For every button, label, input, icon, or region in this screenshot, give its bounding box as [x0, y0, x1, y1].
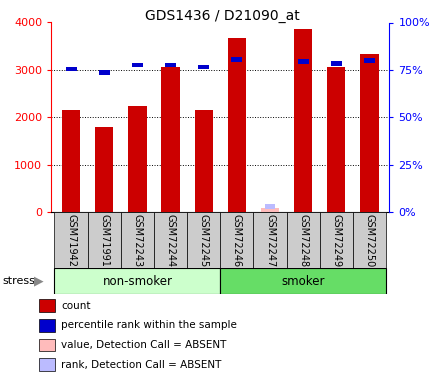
Bar — [128, 106, 146, 212]
Bar — [39, 319, 55, 332]
Bar — [331, 61, 342, 66]
Text: GSM72248: GSM72248 — [298, 214, 308, 267]
Bar — [320, 212, 353, 268]
Bar — [287, 212, 320, 268]
Text: GSM71991: GSM71991 — [99, 214, 109, 267]
Bar — [353, 212, 386, 268]
Bar — [364, 58, 375, 63]
Bar — [54, 268, 220, 294]
Text: GSM72245: GSM72245 — [199, 214, 209, 267]
Bar — [254, 212, 287, 268]
Text: GSM72247: GSM72247 — [265, 214, 275, 267]
Bar — [65, 66, 77, 71]
Bar — [121, 212, 154, 268]
Text: ▶: ▶ — [34, 275, 44, 288]
Bar — [165, 63, 176, 68]
Text: non-smoker: non-smoker — [102, 275, 172, 288]
Text: GSM72249: GSM72249 — [332, 214, 341, 267]
Text: GSM72250: GSM72250 — [364, 214, 375, 267]
Text: count: count — [61, 301, 91, 311]
Text: smoker: smoker — [281, 275, 325, 288]
Bar — [264, 204, 275, 209]
Bar — [39, 299, 55, 312]
Text: GDS1436 / D21090_at: GDS1436 / D21090_at — [145, 9, 300, 23]
Text: stress: stress — [2, 276, 35, 286]
Bar — [298, 59, 309, 64]
Text: rank, Detection Call = ABSENT: rank, Detection Call = ABSENT — [61, 360, 222, 370]
Bar — [88, 212, 121, 268]
Text: GSM72244: GSM72244 — [166, 214, 175, 267]
Bar — [228, 38, 246, 212]
Text: value, Detection Call = ABSENT: value, Detection Call = ABSENT — [61, 340, 227, 350]
Bar — [187, 212, 220, 268]
Bar — [294, 29, 312, 212]
Bar — [162, 67, 180, 212]
Bar — [99, 70, 110, 75]
Bar — [198, 64, 209, 69]
Bar — [261, 208, 279, 212]
Bar — [54, 212, 88, 268]
Bar — [39, 339, 55, 351]
Bar — [231, 57, 243, 62]
Text: GSM72246: GSM72246 — [232, 214, 242, 267]
Bar — [132, 63, 143, 68]
Bar — [95, 127, 113, 212]
Bar — [194, 110, 213, 212]
Bar — [39, 358, 55, 371]
Text: percentile rank within the sample: percentile rank within the sample — [61, 320, 237, 330]
Bar — [220, 268, 386, 294]
Text: GSM72243: GSM72243 — [132, 214, 142, 267]
Bar — [327, 68, 345, 212]
Text: GSM71942: GSM71942 — [66, 214, 76, 267]
Bar — [220, 212, 254, 268]
Bar — [360, 54, 379, 212]
Bar — [154, 212, 187, 268]
Bar — [62, 110, 80, 212]
